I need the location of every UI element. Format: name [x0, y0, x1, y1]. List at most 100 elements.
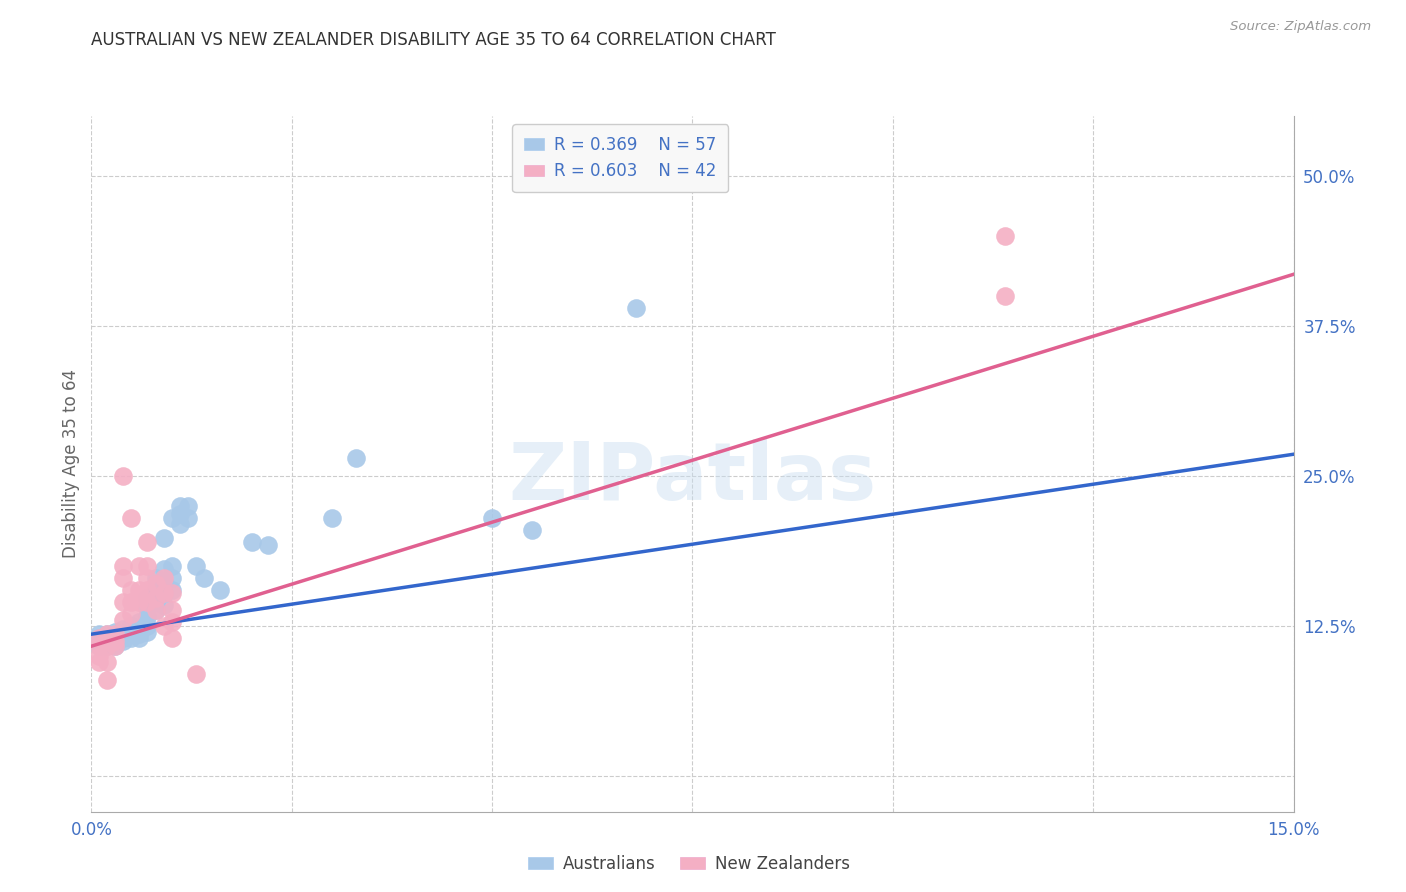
Point [121, 619, 143, 633]
Point [321, 511, 343, 525]
Point [160, 511, 183, 525]
Point [994, 228, 1017, 243]
Point [121, 607, 143, 621]
Point [152, 574, 174, 589]
Point [96, 634, 118, 648]
Point [145, 603, 167, 617]
Point [522, 523, 544, 537]
Point [96, 673, 118, 687]
Point [104, 639, 127, 653]
Point [96, 634, 118, 648]
Point [112, 631, 135, 645]
Point [89, 631, 111, 645]
Point [145, 582, 167, 597]
Point [121, 511, 143, 525]
Point [104, 634, 127, 648]
Text: ZIPatlas: ZIPatlas [509, 439, 876, 516]
Point [136, 624, 159, 639]
Legend: Australians, New Zealanders: Australians, New Zealanders [520, 848, 858, 880]
Point [136, 610, 159, 624]
Point [112, 627, 135, 641]
Point [112, 613, 135, 627]
Point [128, 558, 150, 573]
Point [145, 591, 167, 606]
Point [121, 631, 143, 645]
Point [121, 582, 143, 597]
Point [89, 634, 111, 648]
Point [152, 586, 174, 600]
Point [96, 639, 118, 653]
Y-axis label: Disability Age 35 to 64: Disability Age 35 to 64 [62, 369, 80, 558]
Point [344, 450, 367, 465]
Point [145, 595, 167, 609]
Point [89, 648, 111, 663]
Point [89, 639, 111, 653]
Point [152, 562, 174, 576]
Point [136, 600, 159, 615]
Point [136, 619, 159, 633]
Point [104, 637, 127, 651]
Point [481, 511, 503, 525]
Point [128, 623, 150, 637]
Point [626, 301, 648, 315]
Point [136, 571, 159, 585]
Point [240, 534, 263, 549]
Point [184, 666, 207, 681]
Point [256, 538, 278, 552]
Point [104, 631, 127, 645]
Point [128, 595, 150, 609]
Point [152, 571, 174, 585]
Point [152, 619, 174, 633]
Point [128, 631, 150, 645]
Point [994, 289, 1017, 303]
Point [128, 615, 150, 630]
Text: AUSTRALIAN VS NEW ZEALANDER DISABILITY AGE 35 TO 64 CORRELATION CHART: AUSTRALIAN VS NEW ZEALANDER DISABILITY A… [91, 31, 776, 49]
Point [169, 507, 191, 521]
Point [152, 586, 174, 600]
Point [121, 595, 143, 609]
Point [160, 586, 183, 600]
Point [145, 571, 167, 585]
Point [160, 631, 183, 645]
Point [112, 558, 135, 573]
Point [176, 511, 198, 525]
Point [104, 639, 127, 653]
Point [152, 599, 174, 613]
Point [96, 639, 118, 653]
Point [184, 558, 207, 573]
Point [89, 639, 111, 653]
Point [169, 516, 191, 531]
Point [136, 595, 159, 609]
Point [160, 603, 183, 617]
Point [145, 603, 167, 617]
Point [104, 624, 127, 639]
Point [136, 582, 159, 597]
Point [136, 558, 159, 573]
Point [169, 499, 191, 513]
Point [112, 468, 135, 483]
Point [112, 634, 135, 648]
Point [121, 627, 143, 641]
Point [208, 582, 231, 597]
Point [112, 595, 135, 609]
Point [176, 499, 198, 513]
Point [193, 571, 215, 585]
Point [112, 623, 135, 637]
Point [128, 582, 150, 597]
Point [160, 571, 183, 585]
Point [96, 627, 118, 641]
Point [112, 571, 135, 585]
Point [128, 627, 150, 641]
Point [160, 615, 183, 630]
Point [145, 576, 167, 591]
Point [160, 558, 183, 573]
Point [96, 655, 118, 669]
Point [121, 624, 143, 639]
Point [136, 591, 159, 606]
Point [152, 531, 174, 545]
Legend: R = 0.369    N = 57, R = 0.603    N = 42: R = 0.369 N = 57, R = 0.603 N = 42 [512, 124, 728, 192]
Point [89, 627, 111, 641]
Point [96, 627, 118, 641]
Point [89, 655, 111, 669]
Point [96, 631, 118, 645]
